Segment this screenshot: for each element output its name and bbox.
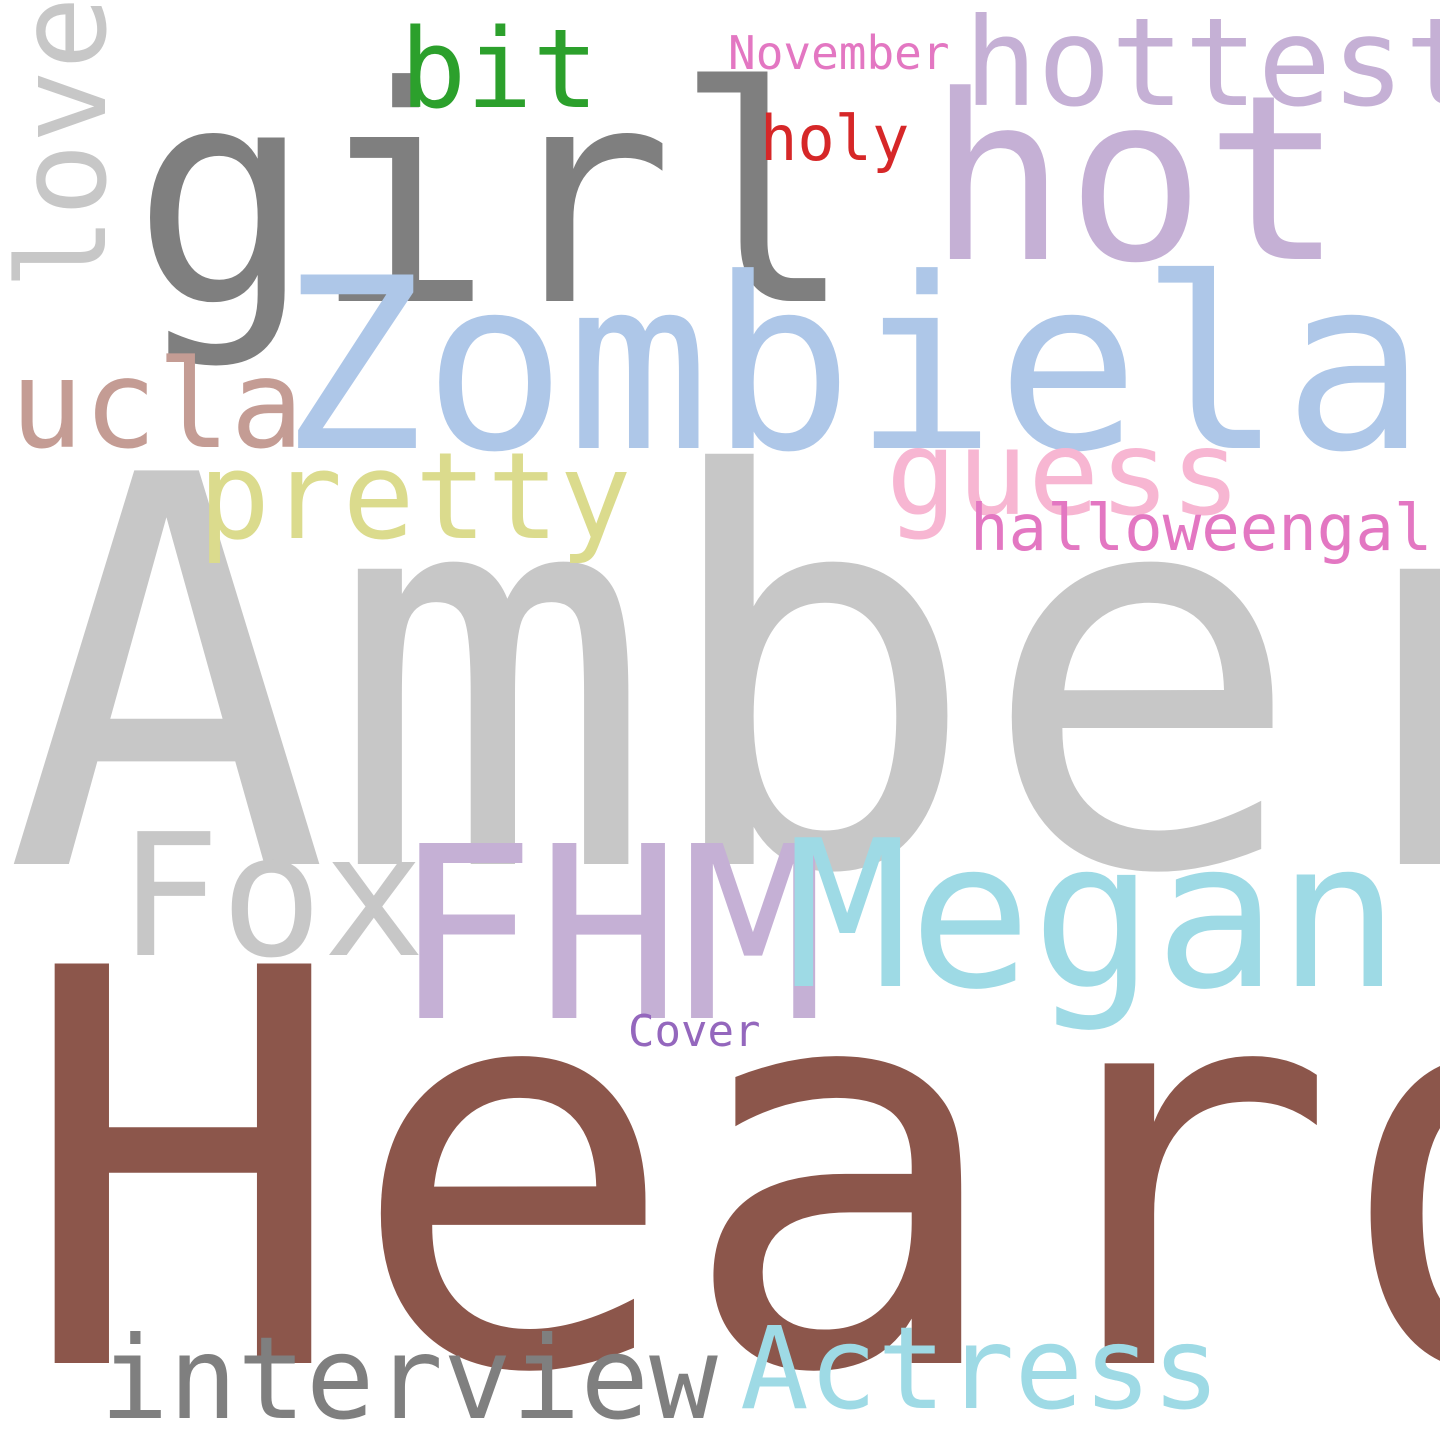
word-amber: Amber — [4, 364, 1440, 992]
word-actress: Actress — [740, 1302, 1221, 1435]
word-bit: bit — [400, 5, 599, 133]
word-november: November — [728, 26, 950, 80]
word-interview: interview — [100, 1312, 718, 1440]
word-ucla: ucla — [10, 334, 304, 476]
word-girl: girl — [132, 23, 855, 372]
word-fox: Fox — [118, 798, 426, 996]
word-holy: holy — [760, 102, 910, 175]
word-fhm: FHM — [392, 795, 826, 1075]
word-hottest: hottest — [964, 0, 1440, 134]
word-guess: guess — [886, 404, 1242, 542]
word-megan: Megan — [786, 798, 1401, 1035]
word-zombieland: Zombieland — [280, 228, 1440, 505]
word-love: love — [0, 0, 134, 290]
word-heard: Heard — [18, 855, 1440, 1440]
word-cover: Cover — [628, 1006, 761, 1057]
word-halloweengal: halloweengal — [970, 492, 1433, 566]
word-hot: hot — [928, 47, 1344, 314]
word-pretty: pretty — [198, 428, 632, 567]
